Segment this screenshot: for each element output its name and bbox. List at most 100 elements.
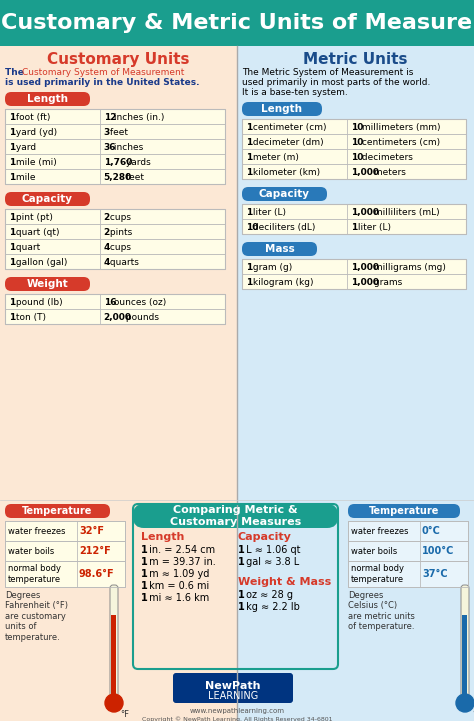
Text: m = 39.37 in.: m = 39.37 in. (146, 557, 216, 567)
Text: Temperature: Temperature (22, 506, 93, 516)
Text: mi ≈ 1.6 km: mi ≈ 1.6 km (146, 593, 209, 603)
Text: yard: yard (13, 143, 36, 152)
FancyBboxPatch shape (461, 585, 469, 700)
Text: 1: 1 (9, 313, 15, 322)
Text: normal body
temperature: normal body temperature (351, 565, 404, 584)
Text: Length: Length (27, 94, 68, 104)
Text: quarts: quarts (108, 258, 139, 267)
Text: 1: 1 (141, 569, 148, 579)
Text: 98.6°F: 98.6°F (79, 569, 115, 579)
Text: 1: 1 (9, 213, 15, 222)
Text: Capacity: Capacity (259, 189, 310, 199)
Text: decimeter (dm): decimeter (dm) (250, 138, 324, 147)
Text: Copyright © NewPath Learning. All Rights Reserved 34-6801: Copyright © NewPath Learning. All Rights… (142, 716, 332, 721)
FancyBboxPatch shape (5, 192, 90, 206)
Text: 2: 2 (104, 229, 110, 237)
Text: 4: 4 (104, 243, 110, 252)
Bar (242, 164, 466, 179)
Text: mile (mi): mile (mi) (13, 158, 57, 167)
Text: Weight: Weight (27, 279, 68, 289)
Text: inches (in.): inches (in.) (111, 113, 165, 122)
Text: The Metric System of Measurement is: The Metric System of Measurement is (242, 68, 413, 77)
Text: NewPath: NewPath (205, 681, 261, 691)
Text: normal body
temperature: normal body temperature (8, 565, 61, 584)
Text: meters: meters (371, 168, 406, 177)
Text: 1: 1 (246, 263, 252, 273)
Text: inches: inches (111, 143, 144, 152)
Bar (242, 204, 466, 219)
Text: 3: 3 (104, 128, 110, 137)
Circle shape (105, 694, 123, 712)
Text: quart (qt): quart (qt) (13, 229, 59, 237)
Text: 12: 12 (104, 113, 116, 122)
Bar (5, 124, 225, 139)
Bar (242, 259, 466, 289)
Text: 37°C: 37°C (422, 569, 447, 579)
Text: m ≈ 1.09 yd: m ≈ 1.09 yd (146, 569, 210, 579)
Text: centimeter (cm): centimeter (cm) (250, 123, 327, 132)
FancyBboxPatch shape (173, 673, 293, 703)
Bar (348, 561, 468, 587)
FancyBboxPatch shape (133, 504, 338, 528)
Text: decimeters: decimeters (359, 153, 413, 162)
Text: water freezes: water freezes (351, 526, 409, 536)
Text: gram (g): gram (g) (250, 263, 292, 273)
Text: 1,000: 1,000 (351, 263, 379, 273)
Text: Capacity: Capacity (22, 194, 73, 204)
Text: is used primarily in the United States.: is used primarily in the United States. (5, 78, 200, 87)
Text: yard (yd): yard (yd) (13, 128, 57, 137)
Bar (5, 109, 225, 124)
Text: kilogram (kg): kilogram (kg) (250, 278, 313, 287)
Text: pound (lb): pound (lb) (13, 298, 63, 307)
Text: 10: 10 (351, 153, 364, 162)
Bar (5, 154, 225, 169)
Text: 1: 1 (9, 158, 15, 167)
Text: grams: grams (371, 278, 402, 287)
Text: 1,760: 1,760 (104, 158, 132, 167)
FancyBboxPatch shape (242, 102, 322, 116)
Text: 1: 1 (9, 143, 15, 152)
Text: 1: 1 (141, 557, 148, 567)
Text: liter (L): liter (L) (355, 224, 391, 232)
Text: 100°C: 100°C (422, 546, 455, 556)
Text: 1: 1 (9, 243, 15, 252)
Text: ton (T): ton (T) (13, 313, 46, 322)
Text: pounds: pounds (123, 313, 159, 322)
Bar (237, 46, 474, 721)
Text: 1: 1 (9, 229, 15, 237)
Text: 2,000: 2,000 (104, 313, 132, 322)
Bar (348, 521, 468, 541)
FancyBboxPatch shape (348, 504, 460, 518)
Text: 1: 1 (246, 138, 252, 147)
Bar (5, 139, 225, 154)
Text: ounces (oz): ounces (oz) (111, 298, 167, 307)
Text: 1: 1 (9, 173, 15, 182)
Text: 5,280: 5,280 (104, 173, 132, 182)
Bar (5, 561, 125, 587)
Text: pint (pt): pint (pt) (13, 213, 53, 222)
Bar (111, 615, 117, 695)
Bar (5, 541, 125, 561)
Text: 1,000: 1,000 (351, 208, 379, 217)
Bar (5, 294, 225, 324)
Bar (5, 169, 225, 184)
FancyBboxPatch shape (5, 92, 90, 106)
Text: meter (m): meter (m) (250, 153, 299, 162)
Text: gallon (gal): gallon (gal) (13, 258, 67, 267)
Text: feet: feet (123, 173, 144, 182)
Bar (5, 254, 225, 269)
Text: 1: 1 (246, 278, 252, 287)
Text: LEARNING: LEARNING (208, 691, 258, 701)
Bar (348, 541, 468, 561)
Text: 1: 1 (246, 153, 252, 162)
Text: cups: cups (108, 243, 131, 252)
Text: 1,000: 1,000 (351, 278, 379, 287)
FancyBboxPatch shape (242, 187, 327, 201)
Bar (5, 239, 225, 254)
Bar (348, 521, 468, 541)
Text: Degrees
Fahrenheit (°F)
are customary
units of
temperature.: Degrees Fahrenheit (°F) are customary un… (5, 591, 68, 642)
Text: millimeters (mm): millimeters (mm) (359, 123, 440, 132)
Text: 1: 1 (9, 258, 15, 267)
Text: 10: 10 (246, 224, 258, 232)
Text: 1: 1 (141, 593, 148, 603)
